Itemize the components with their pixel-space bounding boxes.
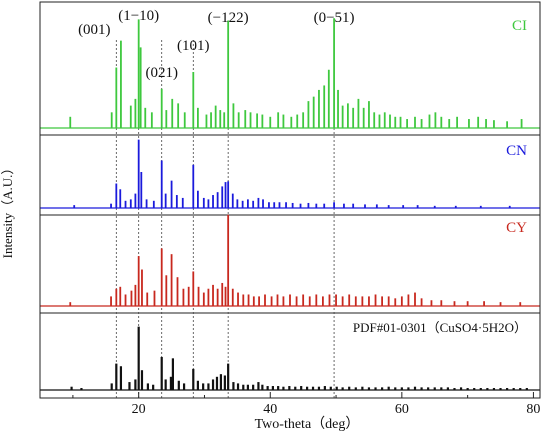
x-tick-label: 80 [526, 402, 540, 417]
peak-label: (101) [177, 38, 210, 54]
x-tick-label: 40 [263, 402, 277, 417]
peak-label: (001) [78, 22, 111, 38]
peak-label: (−122) [208, 10, 249, 26]
series-1 [40, 18, 540, 129]
x-tick-label: 20 [132, 402, 146, 417]
series-label-group: CI CN CY PDF#01-0301（CuSO4·5H2O） [353, 18, 527, 335]
x-tick-label: 60 [395, 402, 409, 417]
peak-label: (1−10) [118, 8, 159, 24]
peak-label: (0−51) [314, 10, 355, 26]
series-2 [40, 139, 540, 209]
panel-group [40, 134, 540, 314]
series-label: CI [512, 18, 527, 34]
plot-frame [39, 1, 541, 399]
series-group [40, 18, 540, 391]
peak-label: (021) [145, 65, 178, 81]
series-label: CN [506, 143, 527, 159]
y-axis-label: Intensity（A.U.） [0, 162, 15, 259]
series-4 [40, 326, 540, 391]
reference-lines [115, 40, 335, 398]
x-axis-label: Two-theta（deg） [255, 416, 360, 432]
peak-label-group: (001) (1−10) (021) (101) (−122) (0−51) [78, 8, 354, 81]
series-label: PDF#01-0301（CuSO4·5H2O） [353, 320, 527, 335]
series-3 [40, 214, 540, 307]
axes-group: 20 40 60 80 [39, 1, 541, 417]
series-label: CY [506, 220, 527, 236]
